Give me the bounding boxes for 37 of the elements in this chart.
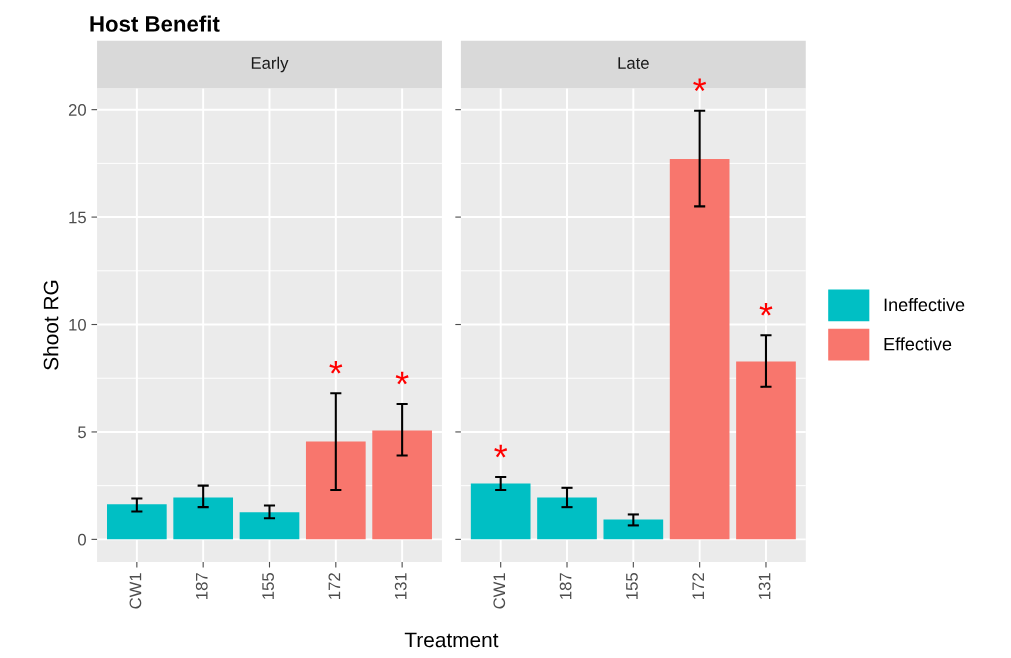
x-axis-title: Treatment (404, 632, 499, 648)
annotation: * (329, 360, 343, 374)
annotation: * (395, 371, 409, 385)
x-tick-label: 187 (559, 573, 572, 599)
x-tick-label: 187 (195, 573, 208, 599)
x-tick-label: 155 (262, 573, 274, 599)
x-tick-label: CW1 (493, 573, 506, 609)
y-tick-label: 0 (78, 533, 86, 546)
y-axis-title: Shoot RG (43, 280, 59, 370)
text: Host Benefit (90, 15, 220, 32)
bar (603, 519, 664, 540)
bar (470, 483, 531, 540)
bar (669, 159, 730, 540)
bar (107, 504, 167, 540)
chart-title: Early (251, 56, 289, 73)
y-tick-label: 15 (69, 211, 86, 224)
bar (537, 497, 597, 540)
bar (239, 512, 300, 540)
bar (372, 430, 432, 540)
x-tick-label: 131 (394, 573, 407, 599)
annotation: * (693, 78, 707, 92)
chart-title: Late (618, 57, 649, 69)
annotation: * (494, 444, 508, 458)
x-tick-label: 131 (758, 573, 771, 599)
y-tick-label: 10 (69, 318, 86, 331)
legend-label: Effective (884, 337, 952, 351)
bar (305, 441, 366, 540)
x-tick-label: 155 (626, 573, 638, 599)
y-tick-label: 20 (68, 104, 86, 116)
annotation: * (759, 302, 773, 316)
bar (736, 361, 796, 540)
y-tick-label: 5 (78, 426, 86, 439)
x-tick-label: 172 (692, 573, 704, 599)
bar (173, 497, 234, 540)
legend-label: Ineffective (884, 297, 965, 312)
x-tick-label: 172 (328, 573, 341, 599)
x-tick-label: CW1 (129, 573, 142, 609)
